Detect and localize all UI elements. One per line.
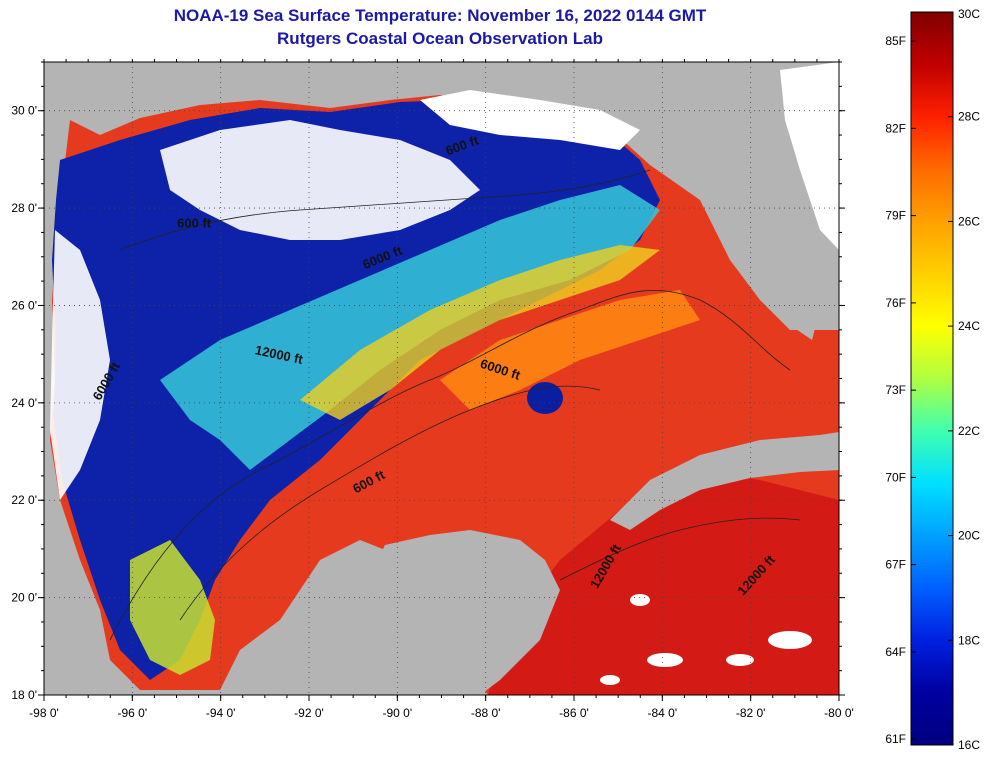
orange-water-band — [440, 290, 700, 410]
caribbean-clouds — [600, 594, 812, 685]
fahrenheit-label: 67F — [885, 558, 906, 572]
coastal-clouds — [420, 90, 640, 150]
depth-contours — [109, 169, 801, 641]
lon-tick-label: -94 0' — [206, 706, 236, 720]
map-gridlines — [44, 62, 839, 695]
veracruz-mixed-water — [130, 540, 215, 675]
map-title: NOAA-19 Sea Surface Temperature: Novembe… — [173, 6, 707, 25]
map-subtitle: Rutgers Coastal Ocean Observation Lab — [277, 29, 603, 48]
fahrenheit-label: 85F — [885, 34, 906, 48]
yucatan-land — [370, 530, 560, 695]
latitude-axis: 30 0' 28 0' 26 0' 24 0' 22 0' 20 0' 18 0' — [11, 61, 845, 702]
lon-tick-label: -86 0' — [559, 706, 589, 720]
colorbar-celsius-scale: 30C 28C 26C 24C 22C 20C 18C 16C — [948, 7, 980, 752]
lon-tick-label: -96 0' — [118, 706, 148, 720]
lon-tick-label: -84 0' — [648, 706, 678, 720]
fahrenheit-label: 76F — [885, 296, 906, 310]
celsius-label: 30C — [958, 7, 980, 21]
lat-tick-label: 26 0' — [11, 298, 37, 312]
contour-label: 600 ft — [177, 216, 212, 231]
fahrenheit-label: 79F — [885, 209, 906, 223]
cold-eddy — [527, 382, 563, 414]
colorbar-fahrenheit-scale: 85F 82F 79F 76F 73F 70F 67F 64F 61F — [885, 34, 916, 746]
celsius-label: 18C — [958, 633, 980, 647]
fahrenheit-label: 82F — [885, 121, 906, 135]
fahrenheit-label: 70F — [885, 470, 906, 484]
celsius-label: 28C — [958, 110, 980, 124]
atlantic-cloud — [780, 62, 839, 250]
longitude-axis: -98 0' -96 0' -94 0' -92 0' -90 0' -88 0' -86 … — [29, 59, 854, 720]
yellow-water-band — [300, 245, 660, 420]
lat-tick-label: 30 0' — [11, 104, 37, 118]
lon-tick-label: -98 0' — [29, 706, 59, 720]
lon-tick-label: -82 0' — [736, 706, 766, 720]
celsius-label: 20C — [958, 529, 980, 543]
lon-tick-label: -88 0' — [471, 706, 501, 720]
fahrenheit-label: 61F — [885, 732, 906, 746]
celsius-label: 24C — [958, 319, 980, 333]
fahrenheit-label: 73F — [885, 383, 906, 397]
northern-clouds — [160, 120, 480, 240]
lat-tick-label: 28 0' — [11, 201, 37, 215]
cuba-land — [610, 432, 839, 530]
celsius-label: 16C — [958, 738, 980, 752]
lon-tick-label: -90 0' — [383, 706, 413, 720]
lon-tick-label: -80 0' — [824, 706, 854, 720]
caribbean-warm-water — [488, 470, 839, 695]
lat-tick-label: 18 0' — [11, 688, 37, 702]
celsius-label: 26C — [958, 214, 980, 228]
celsius-label: 22C — [958, 424, 980, 438]
colorbar: 30C 28C 26C 24C 22C 20C 18C 16C 85F 82F 79F 76F 73F… — [885, 7, 980, 752]
fahrenheit-label: 64F — [885, 645, 906, 659]
lat-tick-label: 24 0' — [11, 396, 37, 410]
lat-tick-label: 22 0' — [11, 493, 37, 507]
lat-tick-label: 20 0' — [11, 591, 37, 605]
lon-tick-label: -92 0' — [294, 706, 324, 720]
western-clouds — [50, 230, 110, 500]
colorbar-gradient — [910, 11, 954, 746]
florida-land — [700, 150, 822, 340]
